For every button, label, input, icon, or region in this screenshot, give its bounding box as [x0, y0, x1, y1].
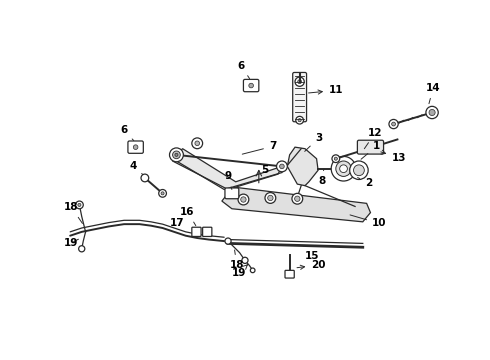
Text: 3: 3: [305, 133, 322, 152]
Circle shape: [242, 257, 248, 264]
FancyBboxPatch shape: [192, 227, 201, 237]
FancyBboxPatch shape: [357, 140, 384, 154]
Circle shape: [75, 201, 83, 209]
Text: 6: 6: [237, 60, 249, 78]
FancyBboxPatch shape: [203, 227, 212, 237]
Circle shape: [170, 148, 183, 162]
Circle shape: [225, 238, 231, 244]
Circle shape: [249, 83, 253, 88]
Circle shape: [265, 193, 276, 203]
Circle shape: [172, 151, 180, 159]
Circle shape: [280, 164, 284, 169]
Circle shape: [295, 77, 304, 86]
Text: 19: 19: [64, 238, 78, 248]
Circle shape: [292, 193, 303, 204]
Text: 9: 9: [224, 171, 232, 189]
Circle shape: [354, 165, 365, 176]
Polygon shape: [287, 147, 318, 186]
Circle shape: [296, 116, 303, 124]
Circle shape: [78, 203, 81, 206]
Text: 6: 6: [120, 125, 134, 140]
Circle shape: [161, 192, 164, 195]
Circle shape: [78, 246, 85, 252]
Circle shape: [294, 196, 300, 202]
Text: 8: 8: [318, 169, 325, 186]
Text: 7: 7: [242, 141, 276, 154]
Text: 15: 15: [303, 246, 319, 261]
Circle shape: [336, 161, 351, 176]
Circle shape: [426, 106, 438, 119]
Circle shape: [192, 138, 203, 149]
Circle shape: [133, 145, 138, 149]
Circle shape: [175, 153, 178, 156]
Circle shape: [298, 80, 301, 84]
Circle shape: [268, 195, 273, 201]
Text: 19: 19: [232, 265, 247, 278]
Text: 13: 13: [381, 150, 407, 163]
Text: 12: 12: [365, 127, 383, 149]
Text: 18: 18: [229, 250, 244, 270]
Text: 18: 18: [64, 202, 82, 224]
Text: 10: 10: [350, 215, 387, 229]
Text: 17: 17: [171, 218, 185, 228]
Circle shape: [298, 119, 301, 122]
Circle shape: [195, 141, 199, 145]
Text: 1: 1: [361, 141, 380, 159]
Circle shape: [340, 165, 347, 172]
Circle shape: [250, 268, 255, 273]
Circle shape: [392, 122, 395, 126]
Circle shape: [334, 157, 337, 160]
Circle shape: [141, 174, 149, 182]
FancyBboxPatch shape: [293, 72, 307, 122]
Circle shape: [332, 155, 340, 163]
Circle shape: [350, 161, 368, 180]
FancyBboxPatch shape: [225, 188, 239, 199]
Circle shape: [241, 197, 246, 202]
Circle shape: [331, 156, 356, 181]
Text: 4: 4: [129, 161, 143, 175]
Circle shape: [276, 161, 287, 172]
Polygon shape: [172, 149, 282, 189]
Text: 5: 5: [261, 165, 269, 175]
Circle shape: [238, 194, 249, 205]
FancyBboxPatch shape: [128, 141, 143, 153]
FancyBboxPatch shape: [285, 270, 294, 278]
Text: 14: 14: [426, 83, 441, 104]
Circle shape: [429, 109, 435, 116]
Text: 20: 20: [297, 260, 326, 270]
FancyBboxPatch shape: [244, 80, 259, 92]
Text: 11: 11: [309, 85, 343, 95]
Text: 16: 16: [180, 207, 196, 226]
Text: 2: 2: [358, 177, 372, 188]
Circle shape: [159, 189, 167, 197]
Polygon shape: [222, 187, 370, 222]
Circle shape: [389, 120, 398, 129]
